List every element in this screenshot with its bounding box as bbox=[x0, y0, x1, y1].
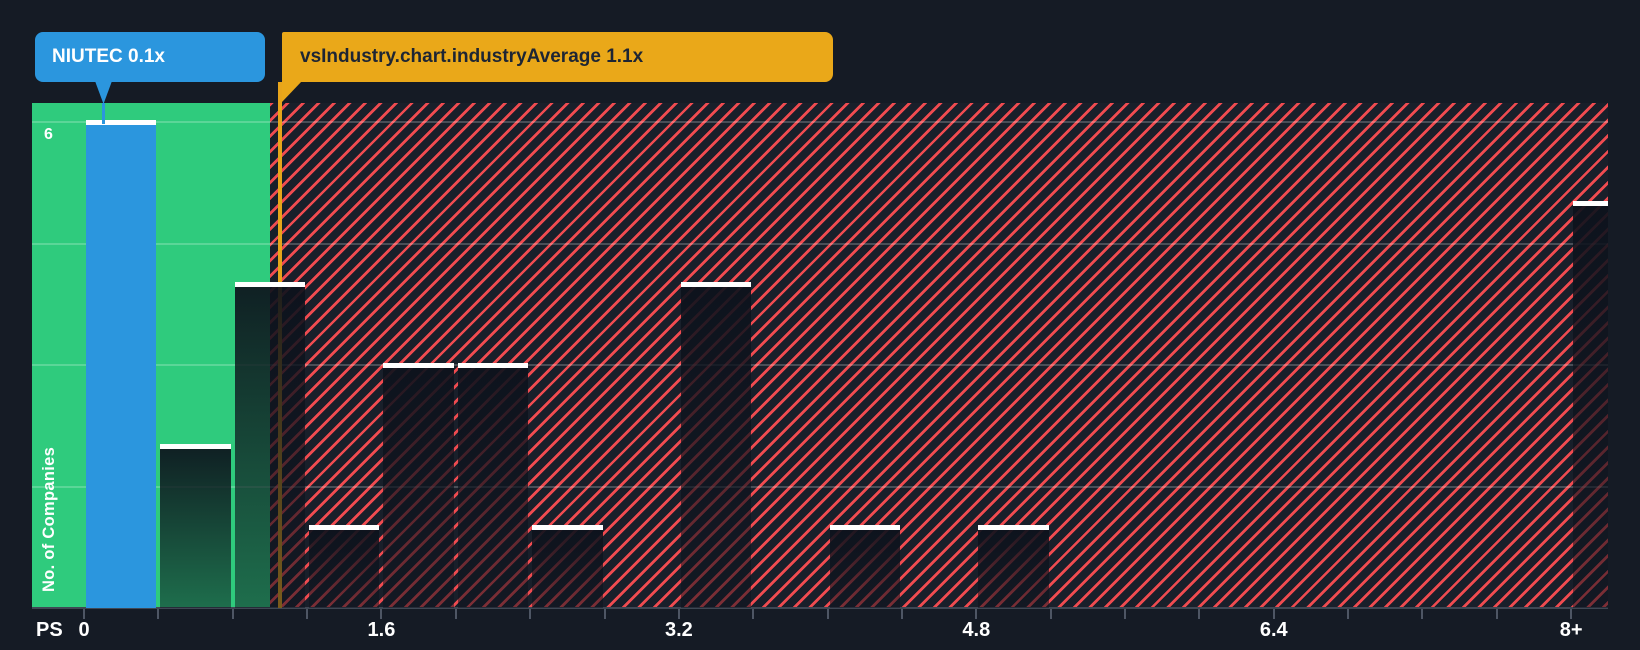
axis-tick bbox=[1272, 609, 1275, 619]
axis-tick bbox=[1570, 609, 1573, 619]
x-axis-label: 4.8 bbox=[962, 619, 991, 641]
histogram-bar[interactable] bbox=[829, 525, 900, 608]
gridline bbox=[32, 364, 1608, 367]
company-tooltip-pointer-icon bbox=[95, 81, 112, 104]
axis-tick bbox=[1347, 609, 1350, 619]
histogram-bar[interactable] bbox=[160, 444, 231, 608]
axis-tick bbox=[603, 609, 606, 619]
axis-tick bbox=[752, 609, 755, 619]
axis-tick bbox=[1124, 609, 1127, 619]
x-axis-line bbox=[32, 607, 1608, 609]
axis-tick bbox=[677, 609, 680, 619]
gridline bbox=[32, 485, 1608, 488]
axis-tick bbox=[529, 609, 532, 619]
gridline bbox=[32, 121, 1608, 124]
histogram-bar[interactable] bbox=[978, 525, 1049, 608]
axis-tick bbox=[380, 609, 383, 619]
axis-tick bbox=[900, 609, 903, 619]
histogram-bar[interactable] bbox=[457, 363, 529, 608]
axis-tick bbox=[826, 609, 829, 619]
axis-tick bbox=[1495, 609, 1498, 619]
industry-average-tooltip-label: vsIndustry.chart.industryAverage 1.1x bbox=[300, 46, 644, 67]
y-axis-max-label: 6 bbox=[44, 126, 53, 143]
x-axis-label: 3.2 bbox=[664, 619, 693, 641]
axis-tick bbox=[1049, 609, 1052, 619]
histogram-bar[interactable] bbox=[383, 363, 454, 608]
company-tooltip[interactable]: NIUTEC 0.1x bbox=[35, 32, 265, 82]
x-axis-label: 1.6 bbox=[367, 619, 396, 641]
industry-average-tooltip-pointer-icon bbox=[282, 81, 302, 102]
histogram-bar[interactable] bbox=[1573, 201, 1608, 608]
above-average-hatch-zone bbox=[270, 103, 1608, 608]
x-axis-label: 0 bbox=[78, 619, 90, 641]
histogram-bar[interactable] bbox=[680, 282, 752, 608]
axis-tick bbox=[306, 609, 309, 619]
company-bar[interactable] bbox=[86, 120, 157, 608]
x-axis-title: PS bbox=[36, 619, 63, 641]
histogram-bar[interactable] bbox=[309, 525, 380, 608]
axis-tick bbox=[83, 609, 85, 619]
axis-tick bbox=[1198, 609, 1201, 619]
histogram-bar[interactable] bbox=[532, 525, 603, 608]
axis-tick bbox=[454, 609, 457, 619]
axis-tick bbox=[231, 609, 234, 619]
axis-tick bbox=[1421, 609, 1424, 619]
company-tooltip-label: NIUTEC 0.1x bbox=[52, 46, 165, 67]
y-axis-title: No. of Companies bbox=[40, 446, 58, 592]
axis-tick bbox=[975, 609, 978, 619]
axis-tick bbox=[157, 609, 160, 619]
x-axis-label: 8+ bbox=[1559, 619, 1583, 641]
company-marker-line bbox=[102, 103, 105, 124]
gridline bbox=[32, 242, 1608, 245]
plot-area bbox=[32, 82, 1608, 608]
industry-average-tooltip[interactable]: vsIndustry.chart.industryAverage 1.1x bbox=[282, 32, 833, 82]
x-axis-label: 6.4 bbox=[1259, 619, 1288, 641]
histogram-bar[interactable] bbox=[234, 282, 306, 608]
